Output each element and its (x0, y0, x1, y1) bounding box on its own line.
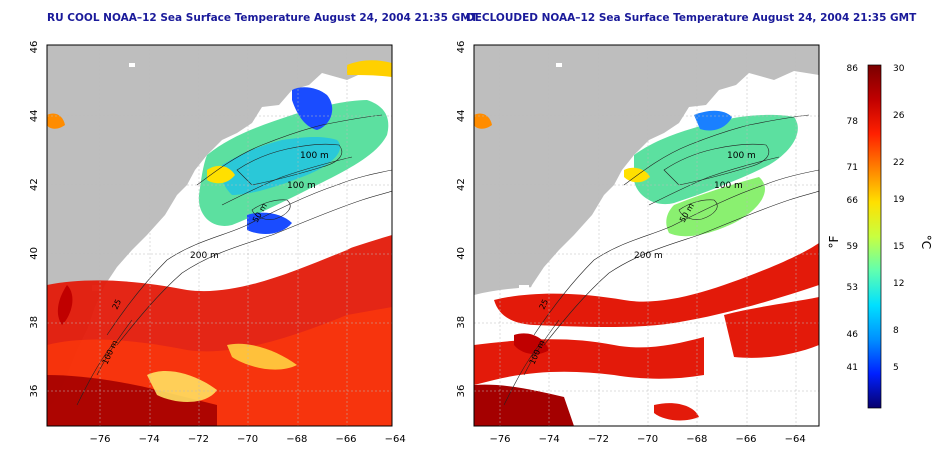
colorbar-unit-c: °C (919, 235, 933, 249)
colorbar-c-tick: 22 (893, 158, 904, 168)
right-map-panel: 100 m 100 m 50 m 200 m 25 100 m (474, 45, 819, 426)
y-tick-label: 46 (29, 41, 40, 54)
y-tick-label: 36 (456, 385, 467, 398)
y-tick-label: 40 (456, 247, 467, 260)
x-tick-label: −76 (489, 434, 510, 445)
colorbar-c-tick: 8 (893, 326, 899, 336)
colorbar-f-tick: 71 (847, 163, 858, 173)
colorbar-c-tick: 15 (893, 242, 904, 252)
left-map-title: RU COOL NOAA–12 Sea Surface Temperature … (47, 12, 478, 24)
colorbar-c-tick: 5 (893, 363, 899, 373)
y-tick-label: 40 (29, 247, 40, 260)
contour-label: 25 (111, 298, 123, 311)
x-tick-label: −64 (785, 434, 806, 445)
x-tick-label: −68 (686, 434, 707, 445)
colorbar-c-tick: 12 (893, 279, 904, 289)
contour-label: 200 m (190, 251, 219, 261)
contour-label: 25 (538, 298, 550, 311)
colorbar-f-tick: 46 (847, 330, 859, 340)
contour-label: 200 m (634, 251, 663, 261)
contour-label: 100 m (727, 151, 756, 161)
warm-water-region (494, 243, 819, 327)
colorbar (867, 64, 882, 409)
colorbar-c-tick: 19 (893, 195, 905, 205)
colorbar-f-tick: 59 (847, 242, 859, 252)
left-map-panel: 100 m 100 m 50 m 200 m 25 100 m (47, 45, 392, 426)
x-tick-label: −76 (89, 434, 110, 445)
contour-label: 100 m (714, 181, 743, 191)
colorbar-f-tick: 53 (847, 283, 858, 293)
x-tick-label: −70 (237, 434, 258, 445)
colorbar-c-tick: 30 (893, 64, 905, 74)
x-tick-label: −64 (385, 434, 406, 445)
x-tick-label: −68 (286, 434, 307, 445)
right-map-title: DECLOUDED NOAA–12 Sea Surface Temperatur… (466, 12, 917, 24)
colorbar-c-tick: 26 (893, 111, 905, 121)
colorbar-f-tick: 86 (847, 64, 859, 74)
x-tick-label: −74 (139, 434, 160, 445)
colorbar-f-tick: 78 (847, 117, 859, 127)
y-tick-label: 44 (29, 109, 40, 122)
x-tick-label: −72 (588, 434, 609, 445)
y-tick-label: 38 (29, 316, 40, 329)
y-tick-label: 44 (456, 109, 467, 122)
x-tick-label: −74 (539, 434, 560, 445)
y-tick-label: 46 (456, 41, 467, 54)
cool-water-region (634, 114, 798, 205)
x-tick-label: −70 (637, 434, 658, 445)
colorbar-f-tick: 66 (847, 196, 859, 206)
right-map-frame (473, 44, 820, 427)
colorbar-unit-f: °F (827, 235, 841, 248)
y-tick-label: 42 (456, 178, 467, 191)
contour-label: 100 m (287, 181, 316, 191)
colorbar-f-tick: 41 (847, 363, 858, 373)
y-tick-label: 38 (456, 316, 467, 329)
y-tick-label: 36 (29, 385, 40, 398)
contour-label: 100 m (300, 151, 329, 161)
x-tick-label: −72 (188, 434, 209, 445)
left-map-frame (46, 44, 393, 427)
x-tick-label: −66 (735, 434, 756, 445)
y-tick-label: 42 (29, 178, 40, 191)
x-tick-label: −66 (335, 434, 356, 445)
